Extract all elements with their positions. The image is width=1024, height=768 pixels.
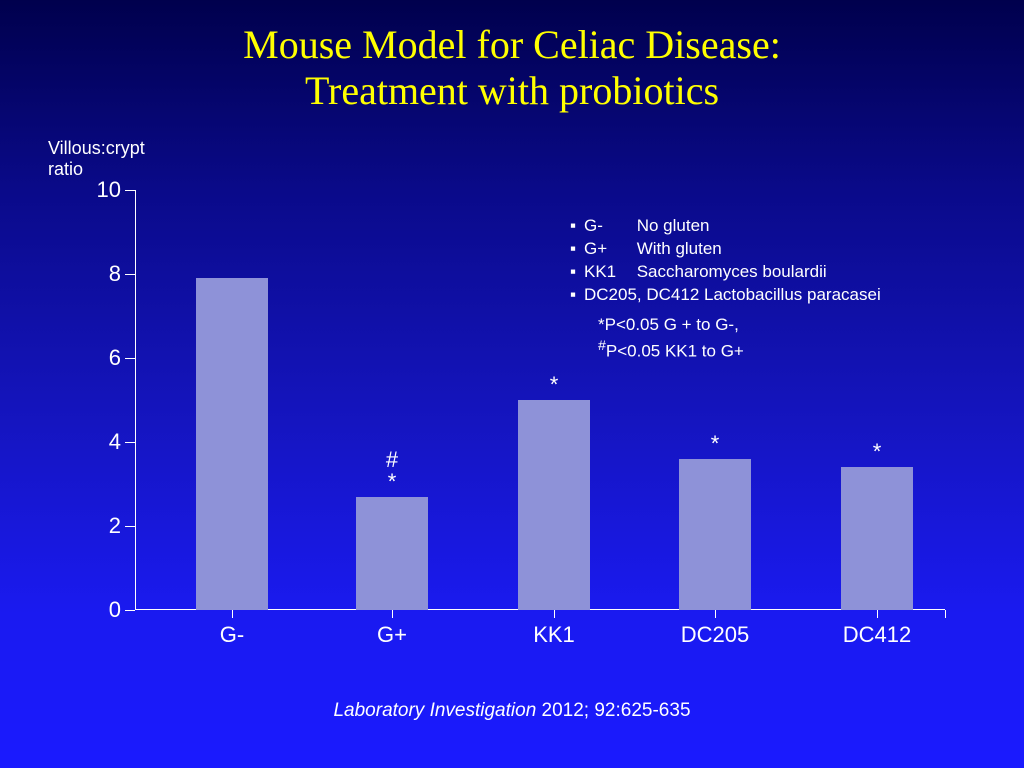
bar-annotation: * <box>550 374 559 396</box>
bar <box>196 278 268 610</box>
y-tick-label: 4 <box>109 429 121 455</box>
y-tick-label: 0 <box>109 597 121 623</box>
bullet-icon: ▪ <box>570 261 584 284</box>
y-tick <box>125 274 135 275</box>
citation: Laboratory Investigation 2012; 92:625-63… <box>0 700 1024 722</box>
legend-desc: No gluten <box>632 216 710 235</box>
citation-journal: Laboratory Investigation <box>333 700 536 721</box>
bar <box>518 400 590 610</box>
bar <box>841 467 913 610</box>
x-tick <box>945 610 946 618</box>
significance-note: *P<0.05 G + to G-, #P<0.05 KK1 to G+ <box>598 314 744 364</box>
y-tick <box>125 442 135 443</box>
y-tick-label: 10 <box>97 177 121 203</box>
y-tick-label: 8 <box>109 261 121 287</box>
legend-key: DC205, DC412 <box>584 284 699 307</box>
legend-key: G+ <box>584 238 632 261</box>
y-tick <box>125 190 135 191</box>
legend-item: ▪DC205, DC412 Lactobacillus paracasei <box>570 284 881 307</box>
bullet-icon: ▪ <box>570 238 584 261</box>
y-tick <box>125 526 135 527</box>
bullet-icon: ▪ <box>570 215 584 238</box>
title-line-2: Treatment with probiotics <box>305 68 719 113</box>
y-tick-label: 6 <box>109 345 121 371</box>
x-tick <box>232 610 233 618</box>
x-tick-label: KK1 <box>533 622 575 648</box>
title-line-1: Mouse Model for Celiac Disease: <box>243 22 781 67</box>
bar-annotation: * <box>711 433 720 455</box>
legend-key: KK1 <box>584 261 632 284</box>
x-tick <box>554 610 555 618</box>
bar-annotation: * <box>873 441 882 463</box>
slide-title: Mouse Model for Celiac Disease: Treatmen… <box>0 22 1024 114</box>
bar <box>679 459 751 610</box>
x-tick-label: DC412 <box>843 622 911 648</box>
y-axis-label: Villous:crypt ratio <box>48 138 145 179</box>
sig-line-2: #P<0.05 KK1 to G+ <box>598 337 744 364</box>
bullet-icon: ▪ <box>570 284 584 307</box>
y-tick <box>125 358 135 359</box>
x-tick-label: DC205 <box>681 622 749 648</box>
x-tick-label: G+ <box>377 622 407 648</box>
x-tick <box>877 610 878 618</box>
legend-key: G- <box>584 215 632 238</box>
x-tick-label: G- <box>220 622 244 648</box>
legend-item: ▪KK1 Saccharomyces boulardii <box>570 261 881 284</box>
legend-item: ▪G- No gluten <box>570 215 881 238</box>
legend-desc: Lactobacillus paracasei <box>699 285 880 304</box>
bar <box>356 497 428 610</box>
x-tick <box>715 610 716 618</box>
legend-item: ▪G+ With gluten <box>570 238 881 261</box>
sig-line-1: *P<0.05 G + to G-, <box>598 314 744 337</box>
y-axis-line <box>135 190 136 610</box>
x-tick <box>392 610 393 618</box>
bar-annotation: # * <box>386 449 398 493</box>
y-tick-label: 2 <box>109 513 121 539</box>
y-tick <box>125 610 135 611</box>
legend-desc: With gluten <box>632 239 722 258</box>
citation-rest: 2012; 92:625-635 <box>536 700 690 721</box>
legend-desc: Saccharomyces boulardii <box>632 262 827 281</box>
legend: ▪G- No gluten▪G+ With gluten▪KK1 Sacchar… <box>570 215 881 307</box>
